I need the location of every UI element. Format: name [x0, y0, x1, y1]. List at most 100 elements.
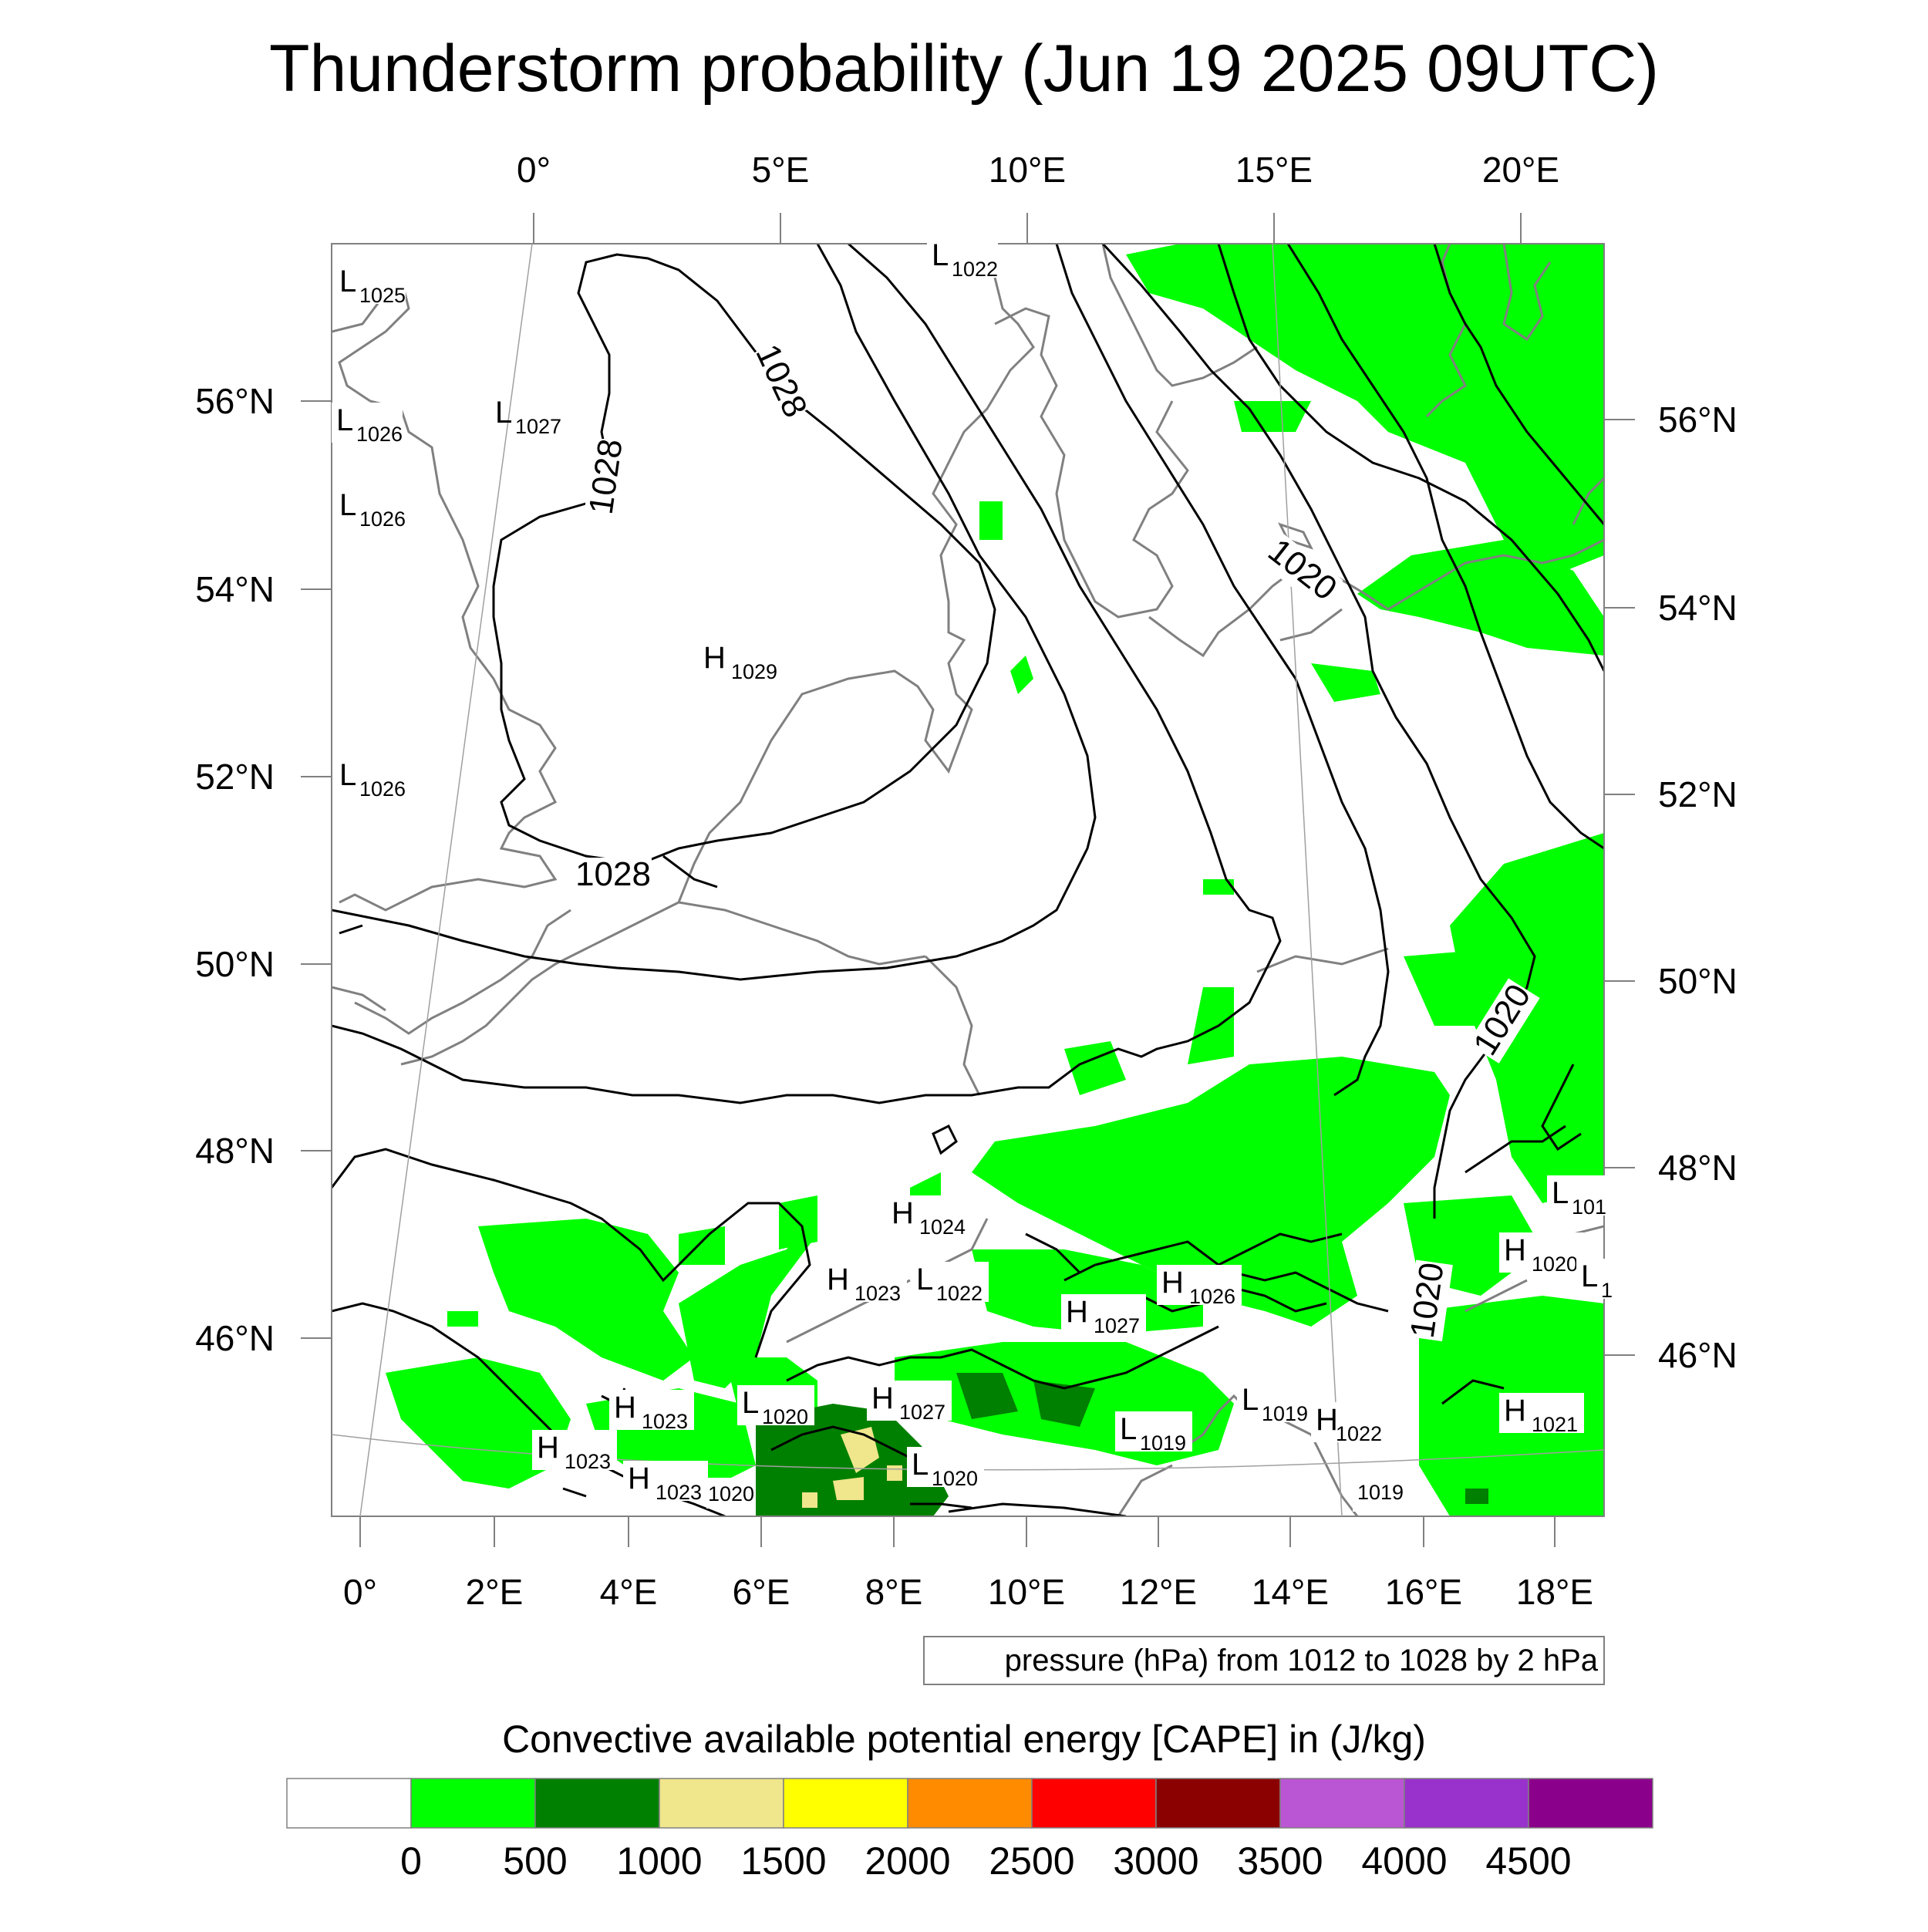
pressure-center-letter: H [1066, 1295, 1088, 1329]
pressure-center-value: 1020 [708, 1482, 754, 1505]
pressure-center-value: 1027 [899, 1401, 945, 1424]
bottom-lon-label: 6°E [733, 1572, 790, 1612]
left-lat-label: 48°N [195, 1131, 275, 1171]
isobar-labels: 1028 1028 1028 1020 1020 1020 [575, 339, 1540, 1342]
colorbar-swatch [410, 1778, 536, 1829]
pressure-center-letter: H [1504, 1394, 1526, 1428]
pressure-center-letter: H [1504, 1233, 1526, 1267]
pressure-center-value: 1023 [565, 1450, 611, 1473]
pressure-center-value: 1022 [936, 1282, 983, 1305]
isobar-label: 1028 [575, 855, 651, 893]
left-lat-label: 50°N [195, 944, 275, 984]
colorbar-swatch [534, 1778, 660, 1829]
pressure-center-value: 1023 [642, 1410, 688, 1433]
colorbar-tick-label: 500 [503, 1839, 567, 1883]
top-lon-label: 0° [517, 150, 551, 190]
pressure-center-letter: H [537, 1431, 559, 1465]
top-lon-label: 20°E [1482, 150, 1559, 190]
figure-title: Thunderstorm probability (Jun 19 2025 09… [269, 32, 1659, 106]
pressure-legend: pressure (hPa) from 1012 to 1028 by 2 hP… [923, 1636, 1605, 1685]
pressure-center-value: 1020 [932, 1467, 978, 1490]
right-lat-labels: 56°N 54°N 52°N 50°N 48°N 46°N [1658, 400, 1738, 1375]
left-lat-labels: 56°N 54°N 52°N 50°N 48°N 46°N [195, 381, 275, 1358]
bottom-lon-label: 0° [343, 1572, 377, 1612]
pressure-center-letter: H [628, 1462, 650, 1495]
pressure-center-value: 1024 [919, 1216, 966, 1239]
pressure-center-letter: L [932, 238, 949, 272]
pressure-center-value: 1023 [854, 1282, 901, 1305]
pressure-center-letter: L [336, 403, 353, 437]
bottom-lon-label: 4°E [600, 1572, 658, 1612]
pressure-center-letter: H [1316, 1403, 1338, 1437]
colorbar-tick-label: 1000 [616, 1839, 702, 1883]
right-lat-label: 48°N [1658, 1148, 1738, 1188]
colorbar-swatch [1155, 1778, 1281, 1829]
bottom-lon-label: 14°E [1252, 1572, 1329, 1612]
colorbar-swatch [907, 1778, 1033, 1829]
colorbar-tick-labels: 0 500 1000 1500 2000 2500 3000 3500 4000… [400, 1839, 1572, 1883]
colorbar-tick-label: 1500 [740, 1839, 826, 1883]
colorbar-tick-label: 4500 [1485, 1839, 1571, 1883]
pressure-center-value: 1022 [1336, 1422, 1382, 1445]
pressure-center-letter: L [339, 488, 356, 522]
top-lon-label: 15°E [1235, 150, 1313, 190]
pressure-center-letter: L [1581, 1259, 1598, 1293]
bottom-lon-label: 10°E [988, 1572, 1065, 1612]
right-lat-label: 52°N [1658, 774, 1738, 814]
pressure-center-value: 1026 [356, 423, 403, 446]
pressure-center-letter: H [1161, 1266, 1184, 1300]
bottom-lon-label: 18°E [1516, 1572, 1593, 1612]
left-lat-ticks [301, 400, 332, 1339]
pressure-center-value: 101 [1572, 1195, 1606, 1219]
right-lat-ticks [1604, 419, 1635, 1356]
top-lon-labels: 0° 5°E 10°E 15°E 20°E [517, 150, 1559, 190]
colorbar-tick-label: 4000 [1361, 1839, 1447, 1883]
pressure-center-value: 1026 [359, 777, 406, 801]
pressure-center-value: 1020 [762, 1405, 808, 1428]
pressure-center-letter: L [742, 1386, 759, 1420]
colorbar-title: Convective available potential energy [C… [502, 1718, 1426, 1761]
pressure-center-value: 1019 [1262, 1402, 1308, 1425]
coastlines [332, 244, 1604, 1516]
pressure-center-value: 1023 [656, 1481, 702, 1504]
colorbar-swatch [286, 1778, 412, 1829]
colorbar-swatch [1404, 1778, 1529, 1829]
pressure-center-letter: H [703, 641, 726, 675]
colorbar-tick-label: 0 [400, 1839, 422, 1883]
pressure-center-letter: L [339, 758, 356, 792]
pressure-center-value: 1 [1601, 1279, 1613, 1302]
right-lat-label: 46°N [1658, 1335, 1738, 1375]
colorbar-tick-label: 3000 [1113, 1839, 1198, 1883]
top-lon-label: 10°E [989, 150, 1066, 190]
pressure-center-value: 1022 [952, 258, 998, 281]
colorbar-tick-label: 2500 [989, 1839, 1074, 1883]
top-lon-label: 5°E [752, 150, 810, 190]
pressure-center-letter: H [892, 1196, 914, 1230]
colorbar-tick-label: 2000 [865, 1839, 950, 1883]
pressure-center-value: 1021 [1532, 1413, 1578, 1436]
right-lat-label: 50°N [1658, 961, 1738, 1001]
bottom-lon-label: 16°E [1385, 1572, 1462, 1612]
pressure-systems: L 1025 L 1022 L 1027 L 1026 L 1026 L 1026 H 102… [332, 238, 1613, 1512]
pressure-center-letter: L [495, 396, 512, 430]
pressure-center-value: 1025 [359, 284, 406, 307]
colorbar-tick-label: 3500 [1237, 1839, 1323, 1883]
pressure-legend-text: pressure (hPa) from 1012 to 1028 by 2 hP… [1005, 1644, 1599, 1677]
colorbar-swatch [783, 1778, 908, 1829]
pressure-center-letter: L [1242, 1383, 1259, 1417]
colorbar-swatch [659, 1778, 784, 1829]
pressure-center-letter: H [614, 1391, 636, 1425]
bottom-lon-label: 8°E [865, 1572, 923, 1612]
right-lat-label: 56°N [1658, 400, 1738, 440]
pressure-center-value: 1026 [1189, 1285, 1235, 1308]
colorbar [286, 1778, 1653, 1829]
top-lon-ticks [533, 213, 1522, 244]
bottom-lon-label: 2°E [466, 1572, 524, 1612]
left-lat-label: 56°N [195, 381, 275, 421]
pressure-center-letter: L [916, 1263, 933, 1296]
left-lat-label: 54°N [195, 569, 275, 609]
pressure-center-letter: L [1120, 1412, 1137, 1446]
pressure-center-letter: L [1552, 1176, 1569, 1210]
